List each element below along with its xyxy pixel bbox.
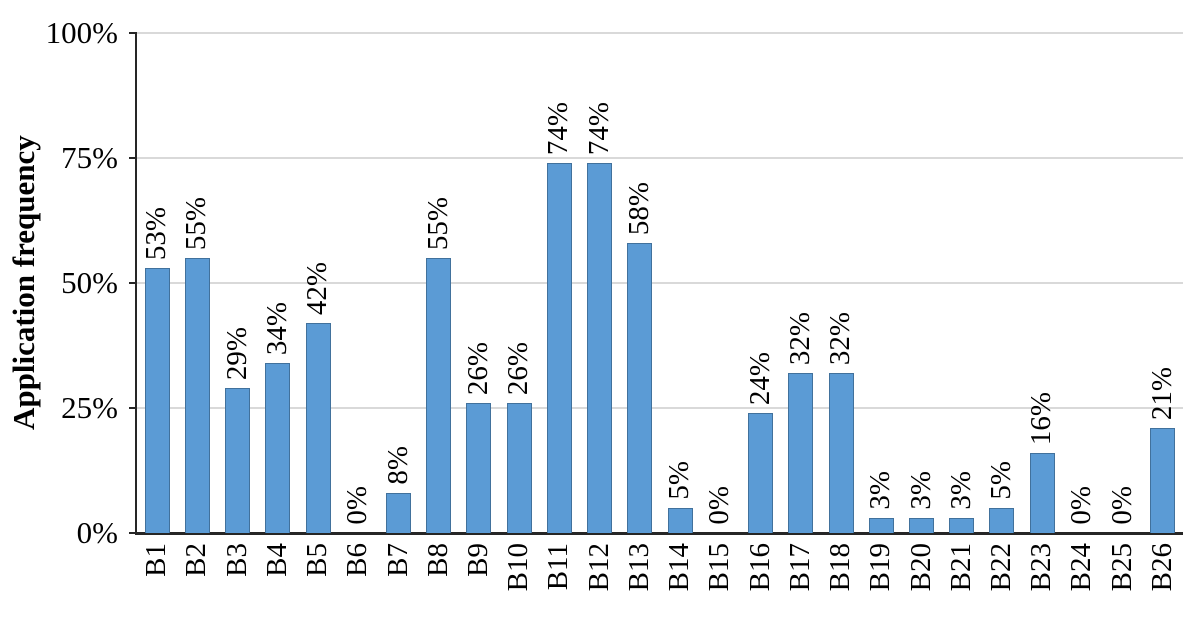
gridline (137, 282, 1183, 284)
x-category-label: B21 (944, 543, 977, 592)
bar-value-label: 32% (783, 311, 816, 365)
bar (1150, 428, 1175, 533)
bar (989, 508, 1014, 533)
bar-value-label: 16% (1025, 391, 1058, 445)
bar-value-label: 55% (180, 196, 213, 250)
y-axis-tick (129, 282, 137, 284)
x-category-label: B12 (582, 543, 615, 592)
x-category-label: B24 (1065, 543, 1098, 592)
gridline (137, 157, 1183, 159)
x-category-label: B13 (622, 543, 655, 592)
bar-value-label: 26% (502, 341, 535, 395)
x-category-label: B16 (743, 543, 776, 592)
x-category-label: B25 (1105, 543, 1138, 592)
bar-value-label: 26% (462, 341, 495, 395)
bar-value-label: 42% (301, 261, 334, 315)
x-category-label: B2 (180, 543, 213, 577)
bar-value-label: 29% (220, 326, 253, 380)
bar (668, 508, 693, 533)
x-category-label: B3 (220, 543, 253, 577)
bar-value-label: 3% (904, 471, 937, 510)
bar-value-label: 53% (140, 206, 173, 260)
x-category-label: B5 (301, 543, 334, 577)
x-category-label: B23 (1025, 543, 1058, 592)
bar (748, 413, 773, 533)
bar (909, 518, 934, 533)
y-tick-label: 50% (61, 265, 118, 300)
bar-value-label: 74% (582, 101, 615, 155)
x-category-label: B22 (985, 543, 1018, 592)
bar (869, 518, 894, 533)
gridline (137, 407, 1183, 409)
x-category-label: B9 (462, 543, 495, 577)
bar (185, 258, 210, 533)
x-category-label: B7 (381, 543, 414, 577)
bar (627, 243, 652, 533)
bar (829, 373, 854, 533)
y-axis-line (135, 33, 137, 533)
y-axis-tick (129, 407, 137, 409)
bar-value-label: 74% (542, 101, 575, 155)
bar-value-label: 3% (944, 471, 977, 510)
bar-value-label: 8% (381, 446, 414, 485)
x-category-label: B4 (260, 543, 293, 577)
x-category-label: B6 (341, 543, 374, 577)
bar-value-label: 34% (260, 301, 293, 355)
bar-value-label: 21% (1145, 366, 1178, 420)
y-axis-tick (129, 32, 137, 34)
bar (1030, 453, 1055, 533)
x-category-label: B10 (502, 543, 535, 592)
y-axis-tick (129, 157, 137, 159)
bar (426, 258, 451, 533)
x-category-label: B19 (864, 543, 897, 592)
bar-value-label: 3% (864, 471, 897, 510)
bar-value-label: 24% (743, 351, 776, 405)
gridline (137, 32, 1183, 34)
y-axis-tick (129, 532, 137, 534)
bar (587, 163, 612, 533)
bar-value-label: 0% (1105, 486, 1138, 525)
bar (265, 363, 290, 533)
bar-value-label: 5% (663, 461, 696, 500)
bar-value-label: 0% (703, 486, 736, 525)
bar-value-label: 58% (622, 181, 655, 235)
x-category-label: B15 (703, 543, 736, 592)
x-category-label: B20 (904, 543, 937, 592)
x-category-label: B11 (542, 543, 575, 591)
x-category-label: B14 (663, 543, 696, 592)
bar (306, 323, 331, 533)
bar (547, 163, 572, 533)
x-category-label: B18 (824, 543, 857, 592)
bar-value-label: 5% (985, 461, 1018, 500)
bar (225, 388, 250, 533)
x-category-label: B17 (783, 543, 816, 592)
bar-value-label: 0% (1065, 486, 1098, 525)
y-tick-label: 100% (45, 15, 118, 50)
bar (145, 268, 170, 533)
bar-value-label: 55% (421, 196, 454, 250)
bar (507, 403, 532, 533)
x-category-label: B1 (140, 543, 173, 577)
bar-value-label: 32% (824, 311, 857, 365)
bar (386, 493, 411, 533)
bar-value-label: 0% (341, 486, 374, 525)
x-category-label: B26 (1145, 543, 1178, 592)
y-tick-label: 0% (76, 515, 118, 550)
bar (466, 403, 491, 533)
bar (788, 373, 813, 533)
y-tick-label: 75% (61, 140, 118, 175)
x-axis-line (135, 532, 1183, 535)
bar (949, 518, 974, 533)
y-tick-label: 25% (61, 390, 118, 425)
x-category-label: B8 (421, 543, 454, 577)
